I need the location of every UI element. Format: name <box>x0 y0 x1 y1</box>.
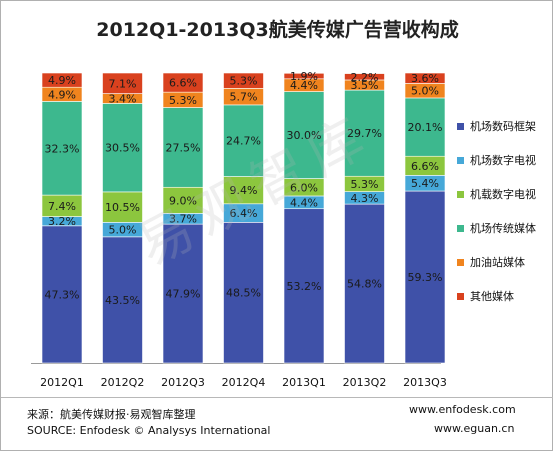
data-label: 5.3% <box>169 94 197 107</box>
data-label: 9.0% <box>169 194 197 207</box>
chart-title: 2012Q1-2013Q3航美传媒广告营收构成 <box>96 19 459 41</box>
footer-divider <box>1 397 553 398</box>
data-label: 59.3% <box>408 271 443 284</box>
x-tick-label: 2013Q1 <box>282 376 326 389</box>
data-label: 4.3% <box>351 192 379 205</box>
bar-segment <box>283 72 325 80</box>
legend-entry: 机载数字电视 <box>470 187 536 201</box>
data-label: 4.4% <box>290 79 318 92</box>
data-label: 4.4% <box>290 196 318 209</box>
bar-segment <box>102 236 143 364</box>
data-label: 30.0% <box>287 129 322 142</box>
source-note-cn: 来源：航美传媒财报·易观智库整理 <box>27 408 196 421</box>
bar-segment <box>344 203 385 364</box>
legend-entry: 机场传统媒体 <box>470 221 536 235</box>
data-label: 6.0% <box>290 181 318 194</box>
x-tick-label: 2012Q4 <box>222 376 266 389</box>
data-label: 5.3% <box>351 178 379 191</box>
data-label: 43.5% <box>105 294 140 307</box>
data-label: 4.9% <box>48 88 76 101</box>
bar-segment <box>41 101 83 196</box>
data-label: 5.0% <box>109 224 137 237</box>
bar-segment <box>102 103 143 193</box>
bar-segment <box>162 186 204 214</box>
bar-segment <box>404 72 446 84</box>
data-label: 6.4% <box>230 207 258 220</box>
data-label: 27.5% <box>166 141 201 154</box>
data-label: 30.5% <box>105 142 140 155</box>
bar-segment <box>283 91 325 179</box>
x-tick-label: 2013Q2 <box>343 376 387 389</box>
data-label: 24.7% <box>226 135 261 148</box>
bar-segment <box>223 104 264 177</box>
bar-segment <box>102 191 143 223</box>
x-tick-label: 2013Q3 <box>403 376 447 389</box>
data-label: 3.4% <box>109 93 137 106</box>
legend-entry: 加油站媒体 <box>470 255 525 269</box>
bar-segment <box>41 72 83 88</box>
data-label: 54.8% <box>347 278 382 291</box>
bar-segment <box>283 208 325 364</box>
data-label: 47.9% <box>166 288 201 301</box>
legend-swatch <box>457 123 464 130</box>
source-note-en: SOURCE: Enfodesk © Analysys Internationa… <box>27 424 271 437</box>
data-label: 3.6% <box>411 72 439 85</box>
data-label: 7.1% <box>109 77 137 90</box>
data-label: 5.0% <box>411 85 439 98</box>
legend-entry: 其他媒体 <box>470 289 514 303</box>
legend-swatch <box>457 157 464 164</box>
data-label: 5.3% <box>230 75 258 88</box>
bar-segment <box>344 89 385 177</box>
data-label: 4.9% <box>48 74 76 87</box>
data-label: 2.2% <box>351 71 379 84</box>
bar-segment <box>162 72 204 93</box>
legend-entry: 机场数字电视 <box>470 153 536 167</box>
bar-segment <box>404 190 446 364</box>
bar-segment <box>404 97 446 157</box>
x-tick-label: 2012Q3 <box>161 376 205 389</box>
bar-segment <box>102 72 143 94</box>
legend-swatch <box>457 191 464 198</box>
data-label: 9.4% <box>230 184 258 197</box>
data-label: 47.3% <box>45 288 80 301</box>
legend-swatch <box>457 259 464 266</box>
x-tick-label: 2012Q1 <box>40 376 84 389</box>
legend-swatch <box>457 225 464 232</box>
x-tick-label: 2012Q2 <box>101 376 145 389</box>
data-label: 32.3% <box>45 142 80 155</box>
data-label: 5.4% <box>411 177 439 190</box>
eguan-url: www.eguan.cn <box>434 422 515 435</box>
data-label: 3.7% <box>169 213 197 226</box>
bar-segment <box>223 222 264 364</box>
data-label: 48.5% <box>226 287 261 300</box>
data-label: 29.7% <box>347 127 382 140</box>
data-label: 7.4% <box>48 200 76 213</box>
bar-segment <box>41 225 83 364</box>
data-label: 3.5% <box>351 79 379 92</box>
enfodesk-url: www.enfodesk.com <box>409 403 516 416</box>
bar-segment <box>344 73 385 81</box>
data-label: 3.2% <box>48 215 76 228</box>
data-label: 5.7% <box>230 91 258 104</box>
data-label: 20.1% <box>408 121 443 134</box>
data-label: 6.6% <box>169 77 197 90</box>
data-label: 10.5% <box>105 201 140 214</box>
bar-segment <box>223 72 264 89</box>
legend-swatch <box>457 293 464 300</box>
data-label: 1.9% <box>290 70 318 83</box>
data-label: 6.6% <box>411 160 439 173</box>
data-label: 53.2% <box>287 280 322 293</box>
bar-segment <box>162 107 204 188</box>
legend-entry: 机场数码框架 <box>470 119 536 133</box>
bar-segment <box>162 223 204 364</box>
